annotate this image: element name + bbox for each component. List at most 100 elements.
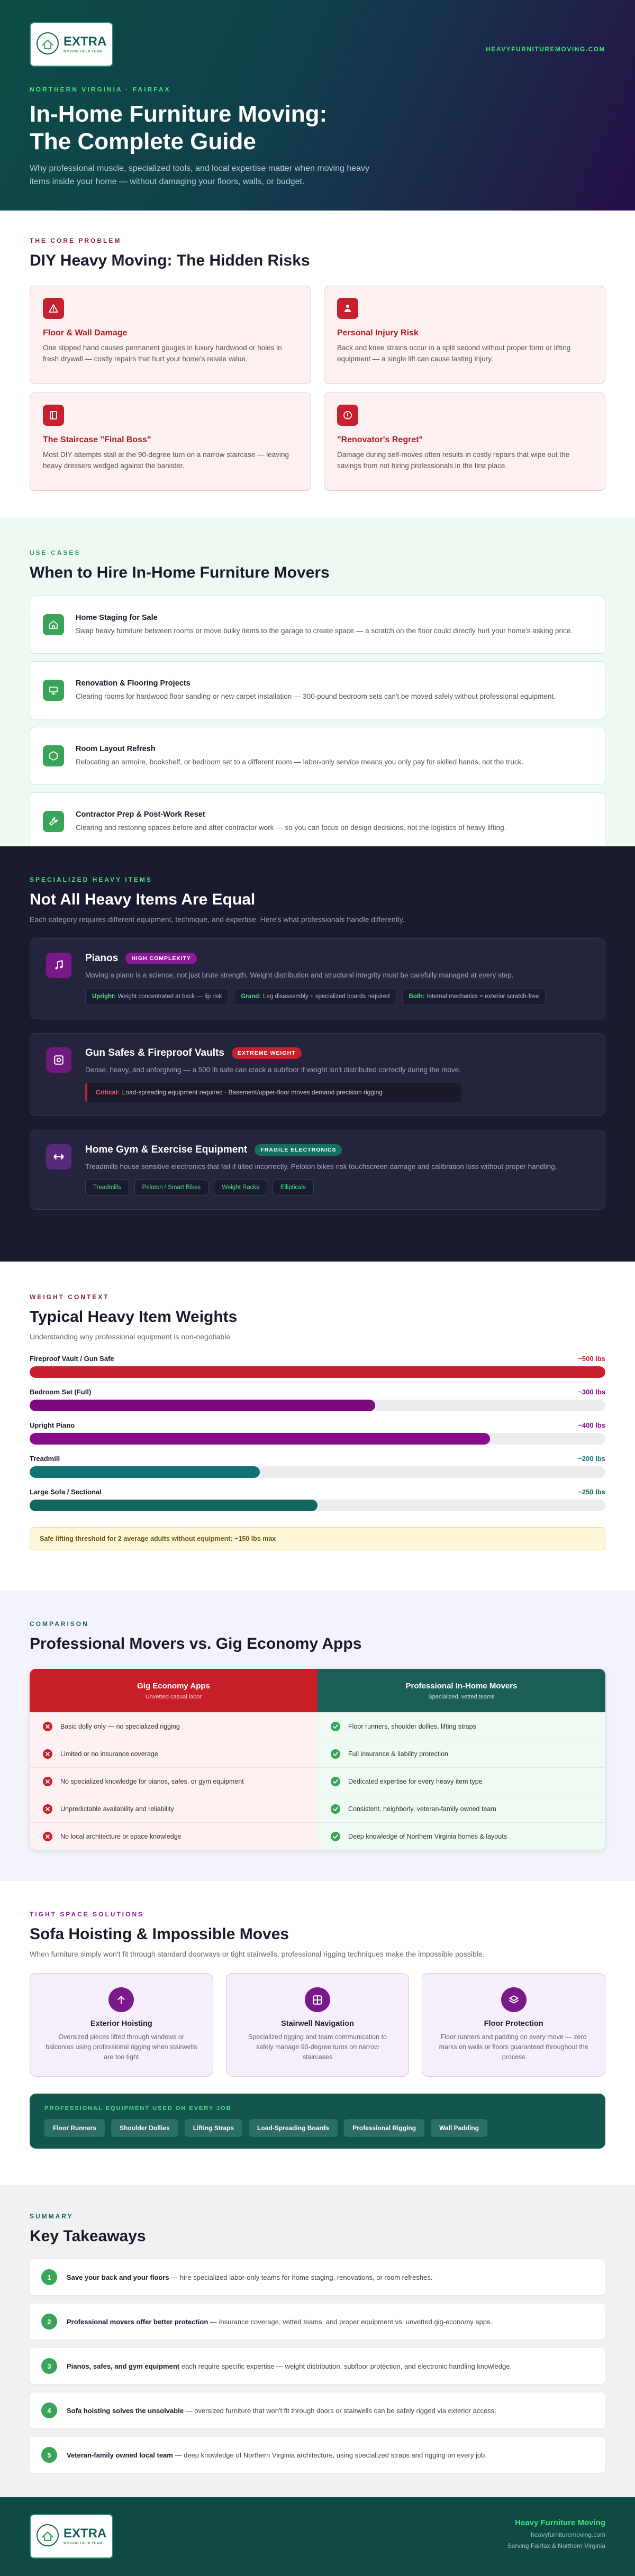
bar-label: Fireproof Vault / Gun Safe (30, 1355, 114, 1363)
detail-label: Upright: (92, 993, 116, 1000)
comparison-text: No local architecture or space knowledge (60, 1832, 182, 1840)
equipment-item: Wall Padding (431, 2119, 487, 2137)
icon (54, 1055, 64, 1065)
section-title: Sofa Hoisting & Impossible Moves (30, 1925, 289, 1943)
icon (331, 1749, 340, 1759)
detail-chip: Grand: Leg disassembly + specialized boar… (234, 988, 397, 1005)
bar-track (30, 1466, 605, 1478)
bar-row-head: Fireproof Vault / Gun Safe ~500 lbs (30, 1355, 605, 1363)
logo-mark (36, 32, 59, 58)
solution-title: Exterior Hoisting (90, 2020, 152, 2028)
detail-chip: Upright: Weight concentrated at back — ti… (85, 988, 229, 1005)
takeaway: 4 Sofa hoisting solves the unsolvable — o… (30, 2392, 605, 2428)
bar (30, 1366, 605, 1378)
heavy-list: Pianos HIGH COMPLEXITY Moving a piano is a… (30, 938, 605, 1210)
status-icon (330, 1831, 341, 1842)
icon-shape (49, 304, 58, 313)
detail-list: Upright: Weight concentrated at back — ti… (85, 988, 546, 1005)
icon-shape (333, 1751, 338, 1756)
use-text: Clearing and restoring spaces before and… (76, 823, 506, 832)
comparison-section: COMPARISON Professional Movers vs. Gig E… (0, 1591, 635, 1881)
logo-name: EXTRA (64, 34, 107, 49)
risk-text: One slipped hand causes permanent gouges… (43, 344, 282, 363)
takeaway: 1 Save your back and your floors — hire s… (30, 2259, 605, 2295)
icon (49, 751, 58, 761)
icon (43, 1776, 52, 1786)
takeaway-detail: — deep knowledge of Northern Virginia ar… (173, 2451, 487, 2459)
icon-shape (331, 1721, 340, 1731)
problem-section: THE CORE PROBLEM DIY Heavy Moving: The H… (0, 211, 635, 517)
use-body: Room Layout Refresh Relocating an armoire… (76, 745, 523, 768)
takeaway-text: Save your back and your floors — hire sp… (67, 2273, 432, 2281)
icon-shape (46, 1724, 50, 1729)
section-title: DIY Heavy Moving: The Hidden Risks (30, 252, 310, 269)
icon (43, 680, 64, 701)
icon (46, 953, 71, 978)
takeaway-lead: Professional movers offer better protect… (67, 2317, 208, 2326)
heavy-card: Home Gym & Exercise Equipment FRAGILE ELE… (30, 1130, 605, 1210)
bar-row: Bedroom Set (Full) ~300 lbs (30, 1388, 605, 1411)
equipment-item: Lifting Straps (184, 2119, 243, 2137)
subtitle: Why professional muscle, specialized too… (30, 164, 370, 186)
bar-row: Fireproof Vault / Gun Safe ~500 lbs (30, 1355, 605, 1378)
solution-card: Stairwell Navigation Specialized rigging … (225, 1973, 410, 2077)
takeaway-number: 2 (41, 2314, 57, 2330)
comparison-cell: No local architecture or space knowledge (30, 1822, 318, 1850)
column-header: Gig Economy Apps Unvetted casual labor (30, 1669, 318, 1712)
heavy-body: Gun Safes & Fireproof Vaults EXTREME WEIG… (85, 1047, 461, 1102)
title-line: The Complete Guide (30, 129, 256, 154)
solution-card: Floor Protection Floor runners and paddin… (422, 1973, 605, 2077)
icon (331, 1721, 340, 1731)
icon (313, 1995, 322, 2005)
icon (46, 1047, 71, 1073)
comparison-text: Basic dolly only — no specialized riggin… (60, 1722, 180, 1730)
detail-text: Leg disassembly + specialized boards req… (263, 993, 390, 1000)
icon-shape (346, 305, 349, 308)
bar (30, 1433, 491, 1445)
bar-row-head: Bedroom Set (Full) ~300 lbs (30, 1388, 605, 1396)
summary-section: SUMMARY Key Takeaways 1 Save your back an… (0, 2185, 635, 2497)
column-header: Professional In-Home Movers Specialized, … (318, 1669, 605, 1712)
comparison-cell: Deep knowledge of Northern Virginia home… (318, 1822, 605, 1850)
takeaway-text: Veteran-family owned local team — deep k… (67, 2451, 487, 2459)
icon (501, 1987, 527, 2012)
icon (108, 1987, 134, 2012)
detail-label: Grand: (241, 993, 261, 1000)
comparison-cell: Consistent, neighborly, veteran-family o… (318, 1795, 605, 1822)
comparison-cell: Basic dolly only — no specialized riggin… (30, 1712, 318, 1740)
icon (337, 405, 358, 426)
use-text: Swap heavy furniture between rooms or mo… (76, 626, 573, 635)
badge: HIGH COMPLEXITY (125, 953, 197, 964)
use-item: Home Staging for Sale Swap heavy furnitur… (30, 596, 605, 654)
solution-text: Floor runners and padding on every move … (439, 2033, 588, 2061)
icon (117, 1995, 125, 2004)
icon (509, 1995, 519, 2003)
icon-shape (509, 1999, 519, 2003)
icon-shape (42, 2531, 53, 2541)
solution-card: Exterior Hoisting Oversized pieces lifted… (30, 1973, 213, 2077)
icon-shape (343, 411, 352, 419)
icon-shape (54, 1055, 64, 1065)
warning-note: Critical: Load-spreading equipment requir… (85, 1083, 461, 1102)
heavy-items-section: SPECIALIZED HEAVY ITEMS Not All Heavy It… (0, 846, 635, 1262)
logo: EXTRA MOVING HELP TEAM (30, 22, 113, 67)
icon-shape (46, 1806, 50, 1811)
hero: EXTRA MOVING HELP TEAM HEAVYFURNITUREMOVI… (0, 0, 635, 211)
icon-shape (56, 1057, 61, 1063)
comparison-table: Gig Economy Apps Unvetted casual labor Pro… (30, 1669, 605, 1850)
icon (331, 1776, 340, 1786)
icon (50, 411, 57, 419)
icon (331, 1804, 340, 1814)
logo-icon (37, 32, 59, 54)
column-subtitle: Unvetted casual labor (145, 1693, 202, 1700)
eyebrow: THE CORE PROBLEM (30, 237, 122, 244)
risk-grid: Floor & Wall Damage One slipped hand caus… (30, 286, 605, 491)
icon-shape (344, 309, 351, 312)
bar-track (30, 1433, 605, 1445)
logo-icon (37, 2524, 59, 2546)
risk-card: "Renovator's Regret" Damage during self-m… (324, 392, 605, 491)
status-icon (42, 1721, 53, 1732)
bar-row-head: Treadmill ~200 lbs (30, 1455, 605, 1463)
comparison-text: Consistent, neighborly, veteran-family o… (348, 1805, 496, 1813)
icon (43, 1749, 52, 1759)
